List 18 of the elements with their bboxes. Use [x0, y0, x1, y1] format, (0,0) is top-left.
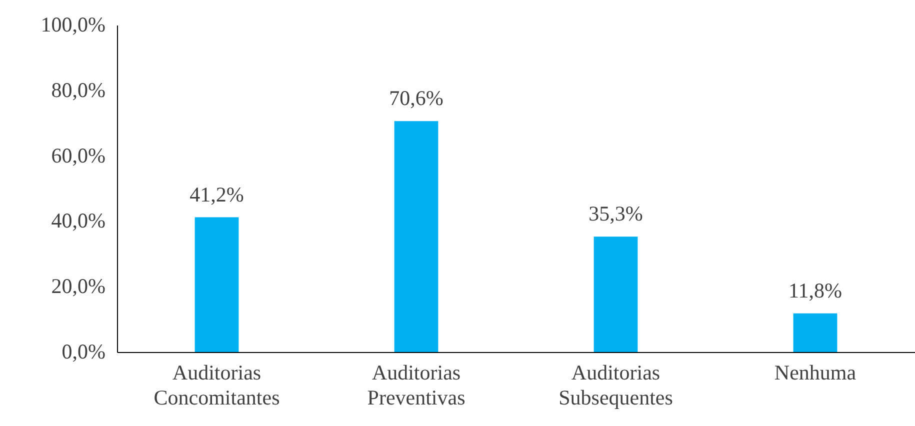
y-tick-label: 0,0% [62, 340, 106, 364]
data-label: 70,6% [389, 86, 444, 110]
data-label: 35,3% [588, 202, 643, 226]
y-tick-label: 40,0% [51, 208, 106, 233]
y-tick-label: 100,0% [40, 12, 106, 36]
x-tick-label: Nenhuma [774, 360, 857, 384]
y-tick-label: 60,0% [51, 143, 106, 168]
x-tick-label: Auditorias Preventivas [367, 360, 466, 410]
data-label: 11,8% [788, 278, 842, 302]
bar [194, 217, 239, 352]
bar [793, 313, 838, 352]
y-tick-label: 80,0% [51, 78, 106, 102]
x-tick-label: Auditorias Subsequentes [558, 360, 673, 410]
x-tick-label: Auditorias Concomitantes [154, 360, 280, 410]
bar [594, 236, 638, 352]
data-label: 41,2% [190, 182, 244, 206]
y-tick-label: 20,0% [51, 274, 106, 298]
bar [394, 121, 438, 352]
